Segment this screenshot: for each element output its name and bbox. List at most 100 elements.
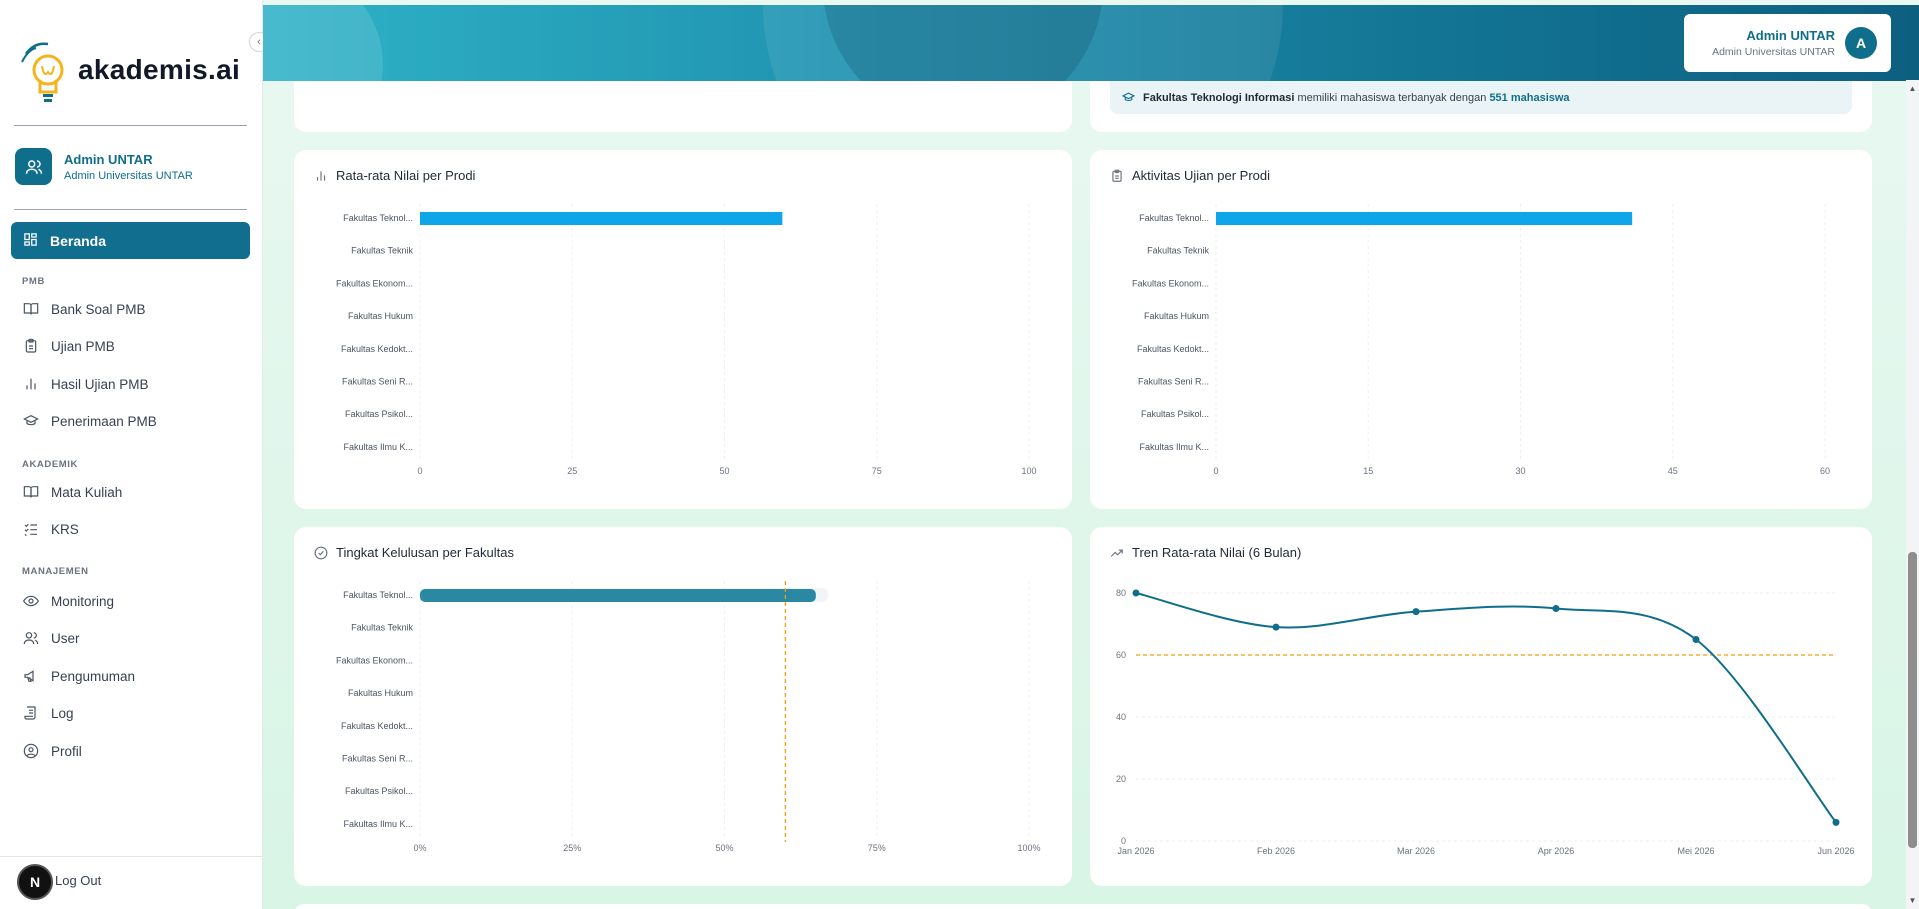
x-tick-label: 100: [1021, 466, 1036, 476]
x-tick-label: Feb 2026: [1257, 846, 1295, 856]
sidebar-item-beranda[interactable]: Beranda: [11, 222, 250, 259]
lightbulb-logo-icon: [21, 42, 64, 102]
card-title: Tingkat Kelulusan per Fakultas: [336, 545, 515, 560]
y-tick-label: Fakultas Psikol...: [1141, 409, 1209, 419]
y-tick-label: Fakultas Teknol...: [343, 590, 413, 600]
sidebar-item-label: Hasil Ujian PMB: [51, 376, 149, 392]
x-tick-label: 25%: [563, 843, 581, 853]
x-tick-label: 75%: [868, 843, 886, 853]
brand-logo[interactable]: akademis.ai: [20, 36, 240, 104]
y-tick-label: Fakultas Seni R...: [1138, 377, 1209, 387]
scroll-down-arrow-icon[interactable]: ▼: [1908, 896, 1917, 905]
x-tick-label: 60: [1820, 466, 1830, 476]
divider: [14, 209, 247, 210]
card-title: Rata-rata Nilai per Prodi: [336, 168, 476, 183]
x-tick-label: 0%: [413, 843, 426, 853]
header-user-name: Admin UNTAR: [1746, 28, 1835, 43]
x-tick-label: 50%: [715, 843, 733, 853]
sidebar-item-label: Log: [51, 705, 74, 721]
graduation-cap-icon: [23, 413, 39, 429]
y-tick-label: Fakultas Teknik: [351, 246, 413, 256]
sidebar-item-krs[interactable]: KRS: [23, 518, 79, 540]
exam-activity-chart: 0 15 30 45 60 Fakultas Teknol... Fakultas Tekn…: [1132, 204, 1830, 476]
x-tick-label: 75: [872, 466, 882, 476]
y-tick-label: 40: [1116, 712, 1126, 722]
y-tick-label: Fakultas Psikol...: [345, 409, 413, 419]
x-tick-label: 100%: [1017, 843, 1040, 853]
bar: [420, 212, 783, 225]
nextjs-dev-badge[interactable]: N: [17, 864, 53, 900]
y-tick-label: Fakultas Ekonom...: [336, 655, 413, 665]
data-point: [1412, 608, 1420, 616]
sidebar-item-hasil-ujian-pmb[interactable]: Hasil Ujian PMB: [23, 373, 149, 395]
x-tick-label: 30: [1515, 466, 1525, 476]
trending-up-icon: [1110, 546, 1124, 560]
data-point: [1132, 589, 1140, 597]
sidebar-item-log[interactable]: Log: [23, 702, 74, 724]
scrollbar-thumb[interactable]: [1908, 552, 1917, 848]
x-tick-label: 0: [1213, 466, 1218, 476]
user-circle-icon: [23, 743, 39, 759]
exam-activity-card: Aktivitas Ujian per Prodi 0 15 30 45 60 Fakul…: [1090, 150, 1872, 509]
sidebar-user-role: Admin Universitas UNTAR: [64, 169, 193, 182]
sidebar-item-mata-kuliah[interactable]: Mata Kuliah: [23, 481, 122, 503]
y-tick-label: Fakultas Kedokt...: [1137, 344, 1209, 354]
sidebar-item-ujian-pmb[interactable]: Ujian PMB: [23, 335, 115, 357]
data-point: [1552, 605, 1560, 612]
book-icon: [23, 484, 39, 500]
sidebar-item-monitoring[interactable]: Monitoring: [23, 590, 114, 612]
top-faculty-name: Fakultas Teknologi Informasi: [1143, 91, 1295, 104]
sidebar-item-label: Monitoring: [51, 593, 115, 609]
y-tick-label: Fakultas Ilmu K...: [343, 442, 413, 452]
bar: [420, 589, 816, 602]
y-tick-label: 20: [1116, 774, 1126, 784]
divider: [14, 125, 247, 126]
sidebar-user-card: Admin UNTAR Admin Universitas UNTAR: [15, 148, 193, 185]
sidebar-item-label: KRS: [51, 521, 79, 537]
brand-name: akademis.ai: [78, 54, 241, 85]
graduation-rate-card: Tingkat Kelulusan per Fakultas 0% 25% 50% 7…: [294, 527, 1072, 886]
check-circle-icon: [314, 546, 328, 560]
graduation-rate-chart: 0% 25% 50% 75% 100% Fakultas Teknol... Fakulta…: [336, 581, 1041, 853]
x-tick-label: 25: [567, 466, 577, 476]
bar: [1216, 212, 1633, 225]
logout-button[interactable]: Log Out: [55, 873, 102, 888]
eye-icon: [23, 593, 39, 609]
bar-chart-icon: [314, 169, 328, 183]
scroll-up-arrow-icon[interactable]: ▲: [1908, 84, 1917, 93]
series-line: [1135, 592, 1837, 824]
y-tick-label: Fakultas Seni R...: [342, 377, 413, 387]
score-trend-chart: 0 20 40 60 80 Jan 2026 Feb 2026 Mar 2026 Apr 202…: [1116, 588, 1855, 856]
header-user-role: Admin Universitas UNTAR: [1712, 46, 1835, 58]
y-tick-label: 80: [1116, 588, 1126, 598]
x-tick-label: 50: [719, 466, 729, 476]
sidebar-item-label: Mata Kuliah: [51, 484, 123, 500]
sidebar-item-penerimaan-pmb[interactable]: Penerimaan PMB: [23, 410, 157, 432]
y-tick-label: Fakultas Teknol...: [1139, 213, 1209, 223]
sidebar-item-label: Ujian PMB: [51, 338, 115, 354]
x-tick-label: Jun 2026: [1817, 846, 1854, 856]
sidebar-item-user[interactable]: User: [23, 627, 80, 649]
x-tick-label: Jan 2026: [1117, 846, 1154, 856]
top-header: Admin UNTAR Admin Universitas UNTAR A: [263, 5, 1919, 81]
stats-card-partial: [294, 81, 1072, 132]
x-tick-label: 0: [417, 466, 422, 476]
sidebar-item-profil[interactable]: Profil: [23, 740, 82, 762]
dashboard-icon: [23, 232, 38, 250]
sidebar: akademis.ai ‹ Admin UNTAR Admin Universi…: [0, 0, 269, 909]
sidebar-item-pengumuman[interactable]: Pengumuman: [23, 665, 135, 687]
y-tick-label: Fakultas Ilmu K...: [1139, 442, 1209, 452]
graduation-cap-icon: [1122, 91, 1135, 104]
avg-score-chart: 0 25 50 75 100 Fakultas Teknol... Fakultas Tek…: [336, 204, 1037, 476]
sidebar-item-bank-soal-pmb[interactable]: Bank Soal PMB: [23, 298, 146, 320]
x-tick-label: Apr 2026: [1538, 846, 1575, 856]
top-faculty-count: 551 mahasiswa: [1489, 91, 1570, 104]
y-tick-label: Fakultas Ekonom...: [1132, 278, 1209, 288]
bar-chart-icon: [23, 376, 39, 392]
x-tick-label: 15: [1363, 466, 1373, 476]
section-label-pmb: PMB: [22, 276, 45, 287]
y-tick-label: Fakultas Seni R...: [342, 754, 413, 764]
profile-menu[interactable]: Admin UNTAR Admin Universitas UNTAR A: [1684, 14, 1891, 72]
sidebar-user-name: Admin UNTAR: [64, 151, 153, 167]
book-icon: [23, 301, 39, 317]
